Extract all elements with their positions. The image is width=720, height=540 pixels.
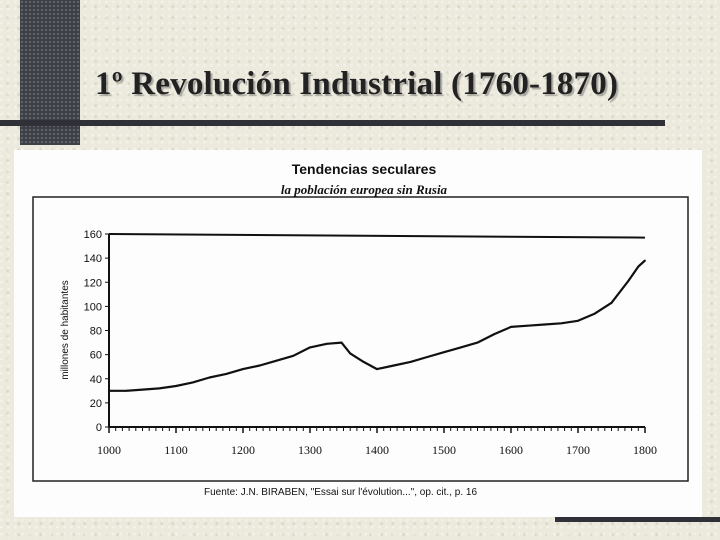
- chart-figure: Tendencias seculares la población europe…: [14, 150, 702, 517]
- top-reference-line: [108, 233, 646, 239]
- chart-subtitle: la población europea sin Rusia: [281, 182, 448, 197]
- data-point: [459, 346, 462, 349]
- data-point: [175, 385, 177, 387]
- data-point: [644, 259, 646, 262]
- x-tick-label: 1400: [365, 443, 389, 457]
- slide-title: 1º Revolución Industrial (1760-1870): [95, 66, 619, 102]
- line-chart: Tendencias seculares la población europe…: [32, 161, 689, 498]
- chart-frame: [32, 196, 689, 482]
- chart-source: Fuente: J.N. BIRABEN, "Essai sur l'évolu…: [204, 487, 477, 498]
- data-point: [476, 341, 479, 344]
- data-point: [362, 361, 365, 363]
- data-point: [108, 389, 110, 392]
- population-series-line: [109, 259, 646, 392]
- data-point: [593, 312, 596, 315]
- x-tick-label: 1200: [231, 443, 255, 457]
- data-point: [577, 319, 579, 322]
- data-point: [124, 389, 127, 392]
- data-point: [258, 364, 261, 367]
- title-rule: [0, 120, 665, 126]
- data-point: [340, 341, 343, 344]
- x-tick-label: 1700: [566, 443, 590, 457]
- y-tick-label: 40: [90, 374, 102, 386]
- x-tick-label: 1500: [432, 443, 456, 457]
- data-point: [526, 324, 529, 327]
- data-point: [443, 351, 445, 354]
- y-tick-label: 120: [84, 277, 102, 289]
- data-point: [292, 354, 295, 357]
- x-tick-label: 1600: [499, 443, 523, 457]
- data-point: [392, 364, 395, 367]
- data-point: [325, 342, 328, 345]
- data-point: [275, 359, 278, 362]
- data-point: [242, 368, 244, 370]
- data-point: [191, 381, 194, 384]
- data-point: [349, 352, 352, 355]
- y-tick-label: 20: [90, 398, 102, 410]
- data-point: [610, 301, 613, 304]
- data-point: [637, 265, 640, 268]
- bottom-rule: [555, 517, 720, 522]
- y-tick-label: 0: [96, 422, 102, 434]
- data-point: [409, 361, 412, 363]
- y-tick-label: 80: [90, 326, 102, 338]
- y-tick-label: 60: [90, 350, 102, 362]
- data-point: [309, 346, 311, 349]
- data-point: [560, 322, 563, 325]
- y-tick-label: 140: [84, 253, 102, 265]
- chart-title: Tendencias seculares: [292, 161, 437, 177]
- x-tick-label: 1300: [298, 443, 322, 457]
- data-point: [543, 323, 546, 326]
- x-tick-label: 1800: [633, 443, 657, 457]
- data-point: [158, 387, 161, 390]
- data-point: [510, 326, 512, 328]
- data-point: [208, 376, 211, 379]
- data-point: [225, 373, 228, 375]
- data-point: [376, 368, 378, 370]
- x-tick-label: 1100: [164, 443, 188, 457]
- x-tick-label: 1000: [97, 443, 121, 457]
- y-tick-label: 100: [84, 301, 102, 313]
- data-point: [493, 333, 496, 335]
- y-axis-label: millones de habitantes: [60, 280, 71, 380]
- data-point: [426, 356, 429, 358]
- y-tick-label: 160: [84, 229, 102, 241]
- data-point: [141, 388, 144, 391]
- data-point: [627, 280, 630, 282]
